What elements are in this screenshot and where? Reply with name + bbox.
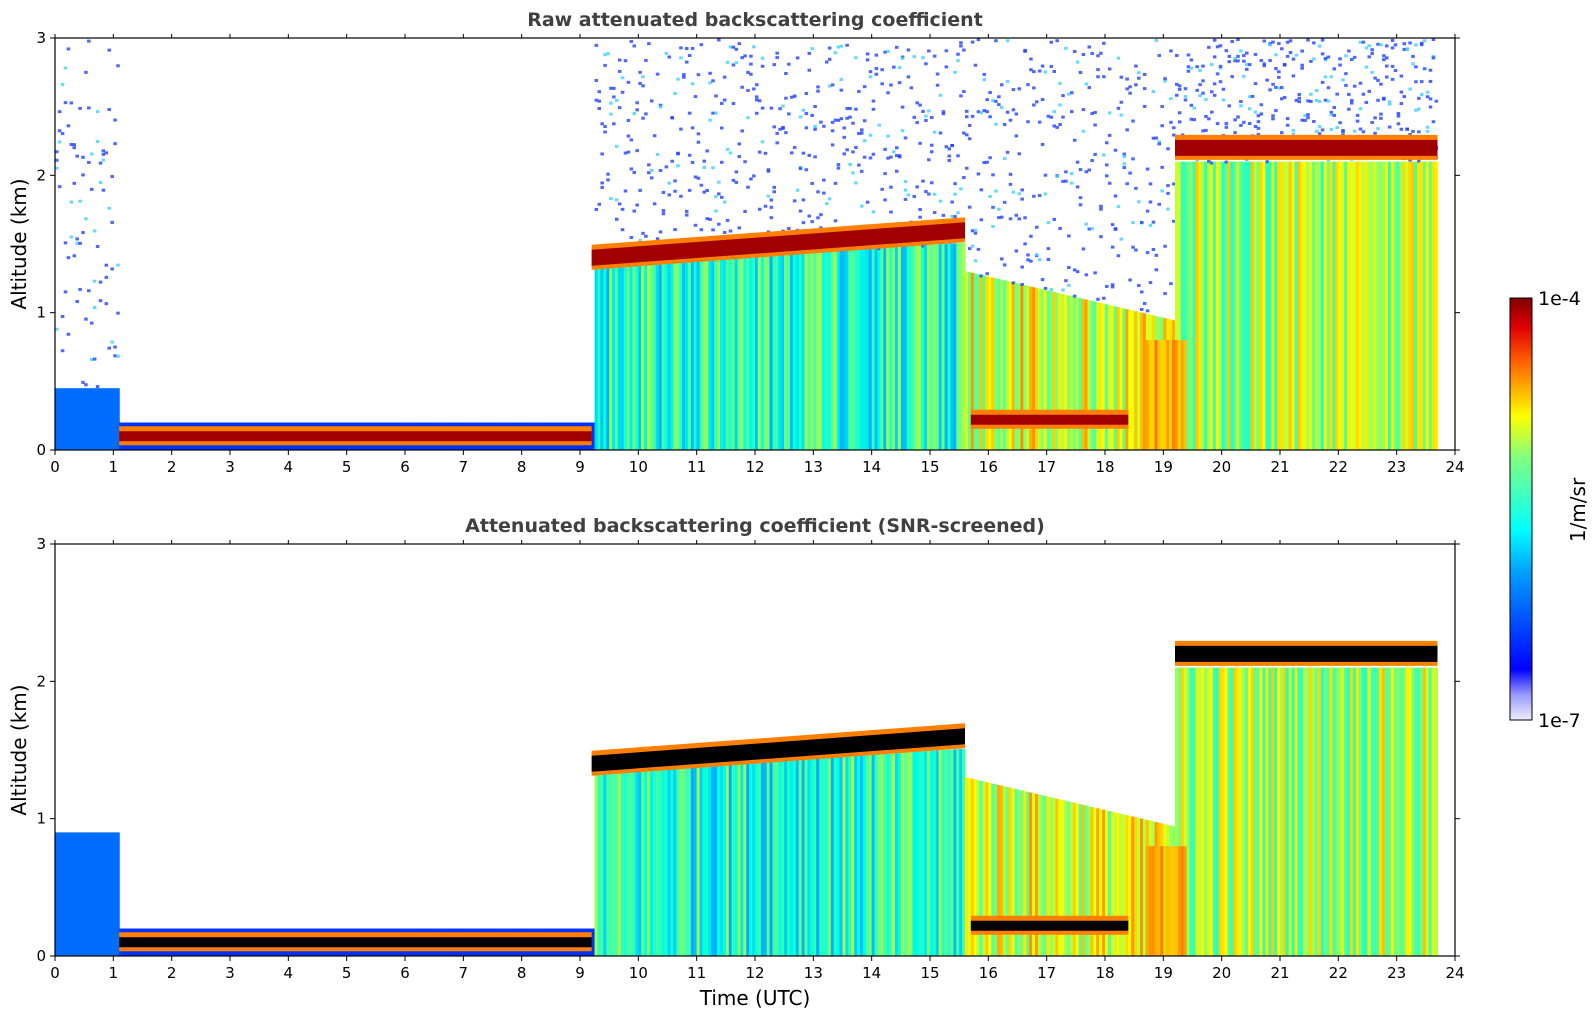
x-tick-label: 8	[517, 458, 527, 476]
x-tick-label: 13	[804, 964, 823, 982]
heatmap-image	[55, 544, 1455, 956]
colorbar: 1e-4 1e-7 1/m/sr	[1509, 288, 1590, 732]
x-tick-label: 0	[50, 458, 60, 476]
x-tick-label: 9	[575, 458, 585, 476]
y-tick-label: 1	[36, 304, 46, 322]
y-tick-label: 3	[36, 535, 46, 553]
x-tick-label: 19	[1154, 458, 1173, 476]
x-tick-label: 20	[1212, 458, 1231, 476]
x-axis-label: Time (UTC)	[699, 986, 811, 1010]
x-tick-label: 2	[167, 458, 177, 476]
x-tick-label: 6	[400, 964, 410, 982]
x-tick-label: 17	[1037, 458, 1056, 476]
y-axis-label: Altitude (km)	[7, 178, 31, 309]
x-tick-label: 10	[629, 458, 648, 476]
x-tick-label: 0	[50, 964, 60, 982]
x-tick-label: 16	[979, 964, 998, 982]
colorbar-min-label: 1e-7	[1538, 710, 1581, 732]
x-tick-label: 22	[1329, 458, 1348, 476]
y-axis: 0 1 2 3	[36, 535, 1460, 965]
x-tick-label: 21	[1270, 964, 1289, 982]
x-tick-label: 22	[1329, 964, 1348, 982]
x-tick-label: 11	[687, 964, 706, 982]
x-tick-label: 5	[342, 964, 352, 982]
x-tick-label: 17	[1037, 964, 1056, 982]
y-axis-label: Altitude (km)	[7, 684, 31, 815]
heatmap-image	[55, 38, 1455, 450]
y-axis: 0 1 2 3	[36, 29, 1460, 459]
x-tick-label: 4	[284, 458, 294, 476]
x-tick-label: 7	[459, 964, 469, 982]
x-tick-label: 6	[400, 458, 410, 476]
y-tick-label: 1	[36, 810, 46, 828]
x-tick-label: 19	[1154, 964, 1173, 982]
x-tick-label: 2	[167, 964, 177, 982]
x-axis: 0 1 2 3 4 5 6 7 8 9 10 11 12 13 14 15 16 17 18 19 20 21 22 23 24	[50, 540, 1465, 982]
x-tick-label: 12	[745, 964, 764, 982]
x-tick-label: 5	[342, 458, 352, 476]
x-tick-label: 7	[459, 458, 469, 476]
x-tick-label: 23	[1387, 458, 1406, 476]
x-tick-label: 15	[920, 964, 939, 982]
panel-screened: Attenuated backscattering coefficient (S…	[7, 515, 1465, 1010]
x-tick-label: 23	[1387, 964, 1406, 982]
x-tick-label: 20	[1212, 964, 1231, 982]
colorbar-max-label: 1e-4	[1538, 288, 1581, 310]
colorbar-label: 1/m/sr	[1566, 477, 1590, 542]
x-tick-label: 4	[284, 964, 294, 982]
x-tick-label: 18	[1095, 964, 1114, 982]
y-tick-label: 2	[36, 166, 46, 184]
x-tick-label: 3	[225, 458, 235, 476]
y-tick-label: 2	[36, 672, 46, 690]
panel-title: Attenuated backscattering coefficient (S…	[465, 515, 1045, 537]
panel-raw: Raw attenuated backscattering coefficien…	[7, 9, 1465, 476]
x-tick-label: 11	[687, 458, 706, 476]
x-tick-label: 1	[109, 964, 119, 982]
x-tick-label: 12	[745, 458, 764, 476]
x-tick-label: 3	[225, 964, 235, 982]
x-tick-label: 1	[109, 458, 119, 476]
y-tick-label: 3	[36, 29, 46, 47]
x-axis: 0 1 2 3 4 5 6 7 8 9 10 11 12 13 14 15 16 17 18 19 20 21 22 23 24	[50, 34, 1465, 476]
x-tick-label: 13	[804, 458, 823, 476]
x-tick-label: 9	[575, 964, 585, 982]
panel-title: Raw attenuated backscattering coefficien…	[527, 9, 983, 31]
y-tick-label: 0	[36, 947, 46, 965]
x-tick-label: 24	[1445, 458, 1464, 476]
x-tick-label: 14	[862, 964, 881, 982]
x-tick-label: 16	[979, 458, 998, 476]
colorbar-gradient	[1509, 297, 1533, 721]
x-tick-label: 18	[1095, 458, 1114, 476]
x-tick-label: 14	[862, 458, 881, 476]
y-tick-label: 0	[36, 441, 46, 459]
x-tick-label: 24	[1445, 964, 1464, 982]
x-tick-label: 8	[517, 964, 527, 982]
x-tick-label: 21	[1270, 458, 1289, 476]
x-tick-label: 15	[920, 458, 939, 476]
x-tick-label: 10	[629, 964, 648, 982]
